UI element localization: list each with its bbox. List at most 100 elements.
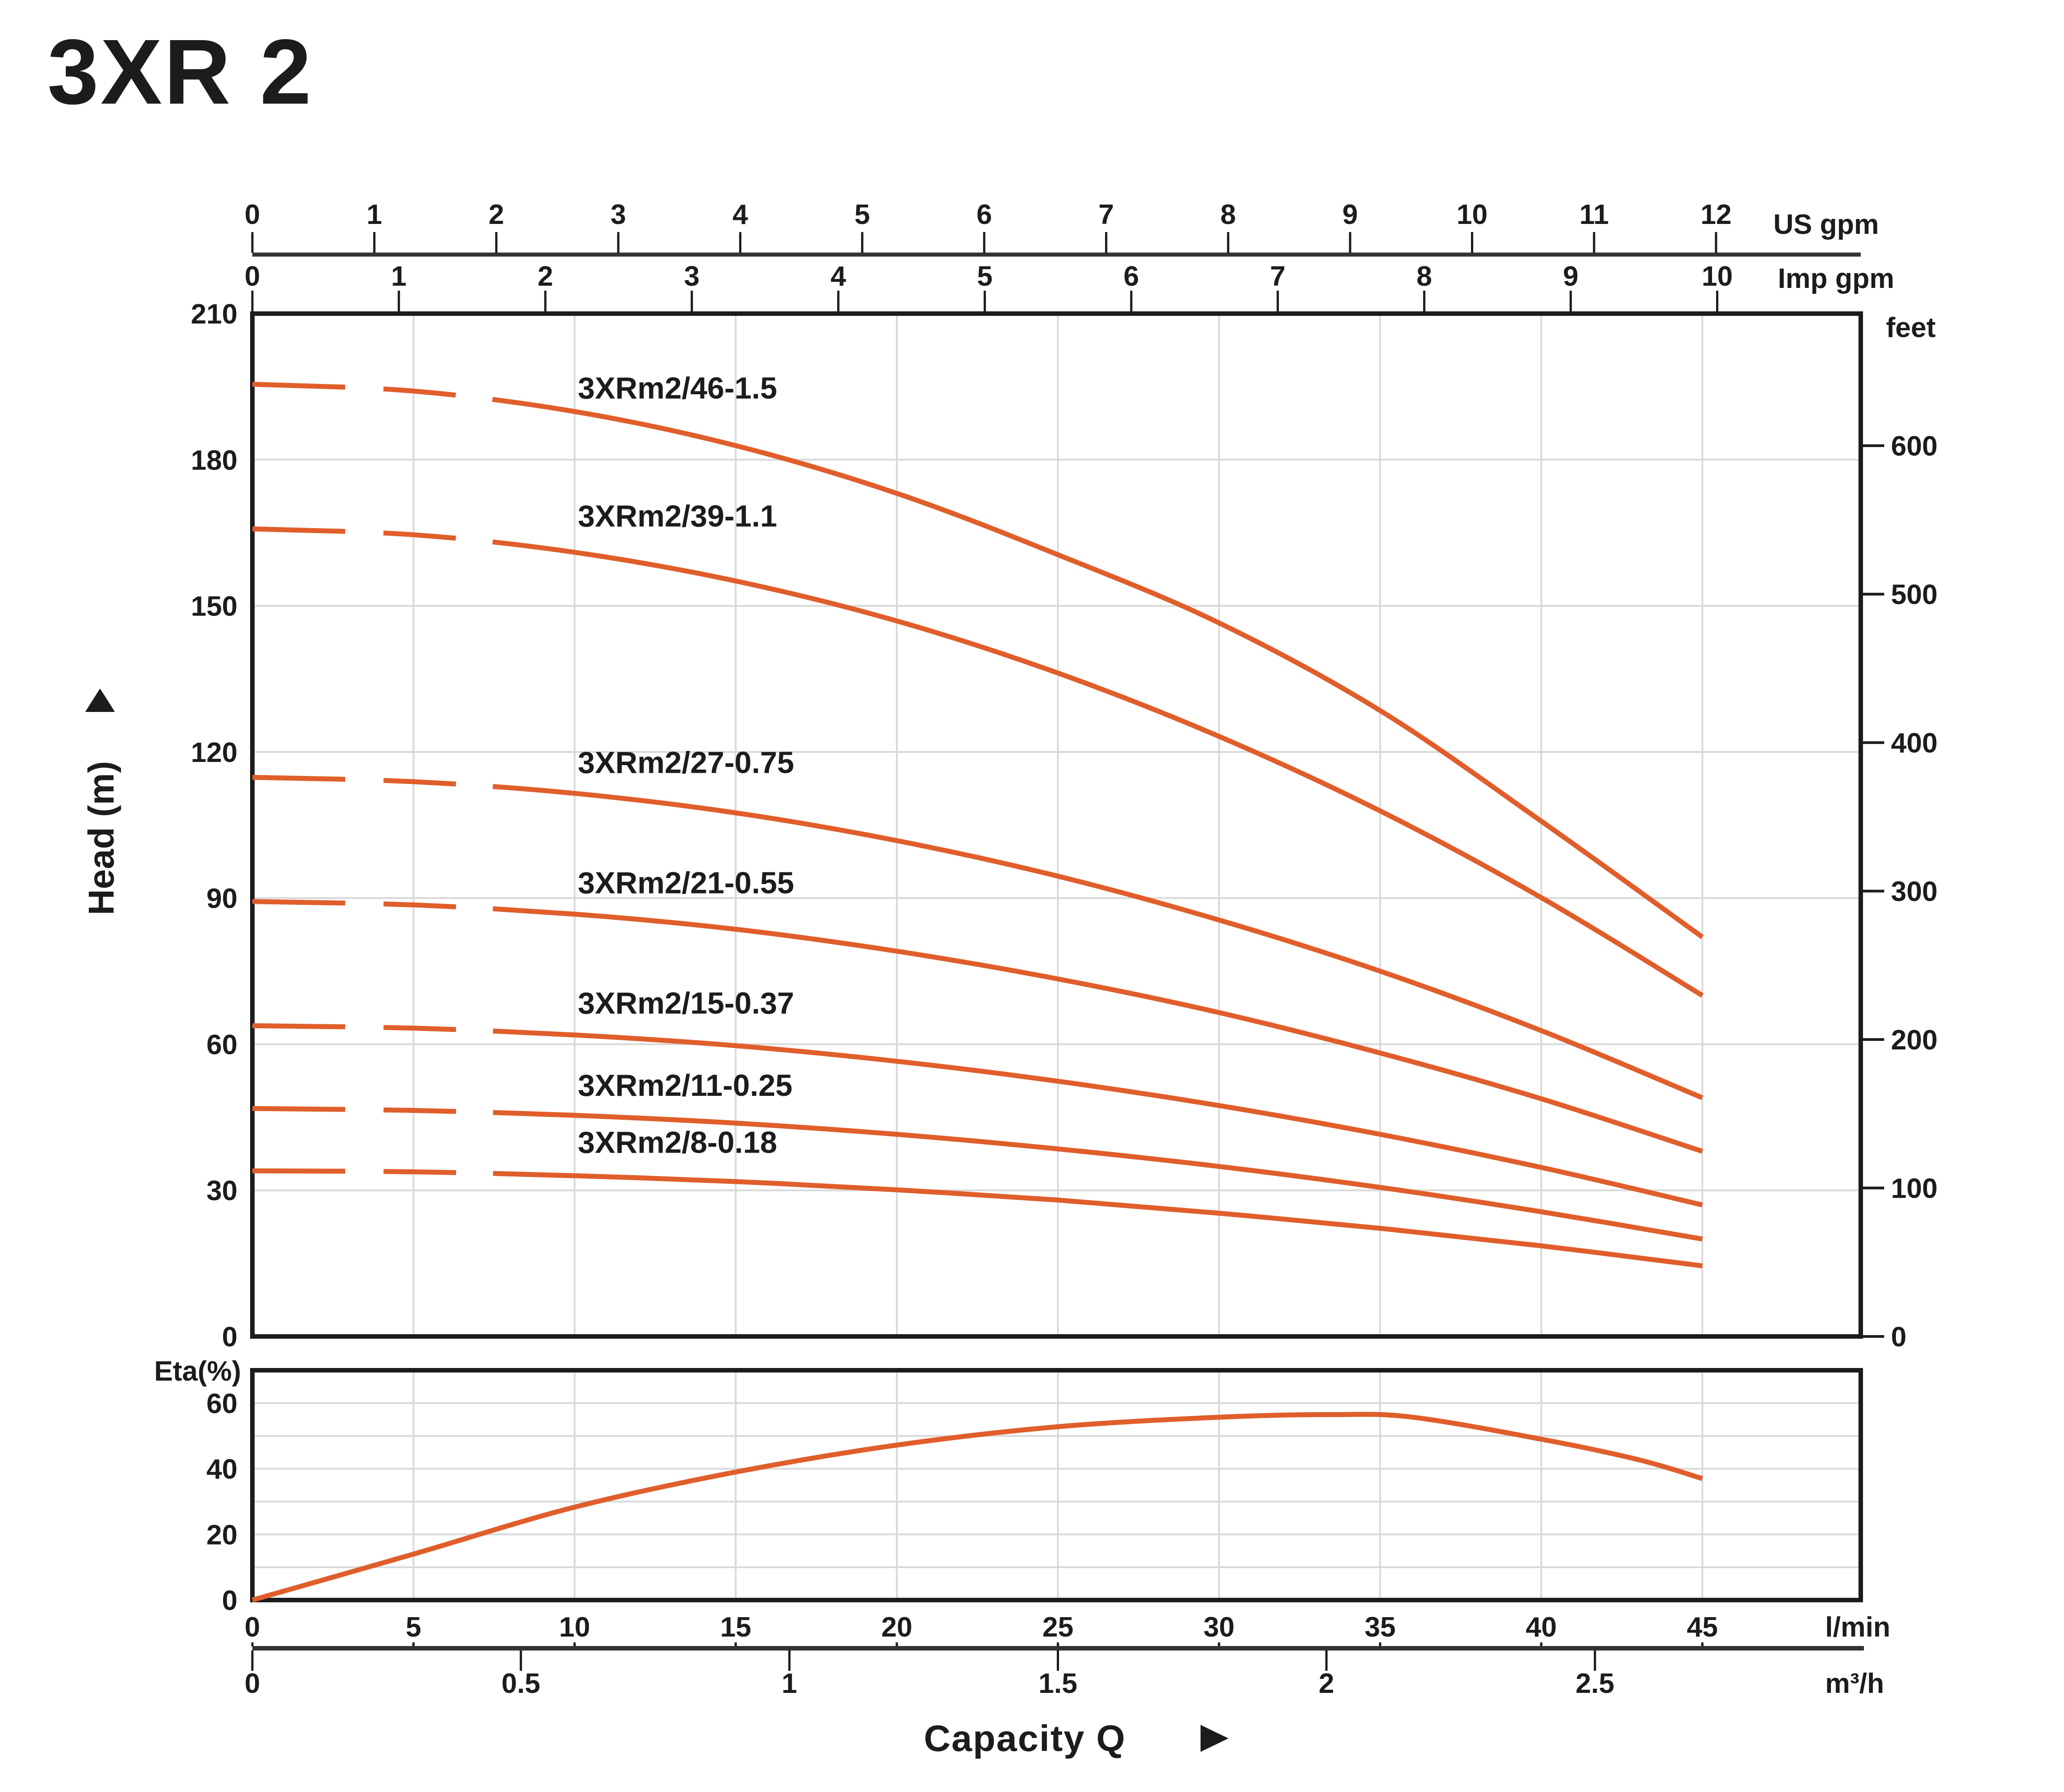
imp-gpm-tick-label: 0 (245, 261, 260, 292)
head-chart-frame (250, 311, 1863, 1339)
pump-curve-label: 3XRm2/15-0.37 (578, 986, 794, 1021)
eta-tick-label: 20 (206, 1519, 237, 1550)
eta-chart-gridlines (255, 1372, 1859, 1598)
imp-gpm-tick-label: 4 (831, 261, 846, 292)
lmin-tick-label: 45 (1687, 1612, 1718, 1643)
m3h-tick-label: 1.5 (1038, 1668, 1077, 1699)
us-gpm-tick-label: 0 (245, 199, 260, 230)
m3h-ticks: 0 0.5 1 1.5 2 2.5 (245, 1651, 1614, 1699)
feet-tick-label: 400 (1891, 728, 1937, 759)
head-axis-title: Head (m) (81, 761, 121, 915)
imp-gpm-tick-label: 9 (1563, 261, 1578, 292)
head-tick-label: 90 (206, 883, 237, 914)
us-gpm-tick-label: 3 (611, 199, 626, 230)
pump-curve-label: 3XRm2/11-0.25 (578, 1068, 792, 1103)
head-tick-label: 0 (222, 1322, 237, 1353)
us-gpm-tick-label: 9 (1343, 199, 1358, 230)
eta-chart: 0 20 40 60 Eta(%) (154, 1356, 1863, 1616)
lmin-tick-label: 10 (559, 1612, 590, 1643)
capacity-axis-title-group: Capacity Q (924, 1718, 1228, 1759)
us-gpm-tick-label: 8 (1220, 199, 1236, 230)
eta-axis-title: Eta(%) (154, 1356, 241, 1387)
head-tick-label: 60 (206, 1029, 237, 1060)
head-tick-label: 120 (191, 737, 237, 768)
feet-tick-label: 100 (1891, 1173, 1937, 1204)
head-tick-label: 30 (206, 1176, 237, 1207)
eta-curve (251, 1412, 1703, 1603)
imp-gpm-tick-label: 1 (391, 261, 406, 292)
feet-tick-label: 0 (1891, 1322, 1906, 1353)
pump-curve-labels: 3XRm2/46-1.5 3XRm2/39-1.1 3XRm2/27-0.75 3XR… (578, 371, 794, 1159)
pump-curve (252, 1023, 1703, 1208)
imp-gpm-ticks: 0 1 2 3 4 5 6 7 8 9 10 (245, 261, 1733, 312)
lmin-tick-label: 15 (720, 1612, 751, 1643)
m3h-tick-label: 0 (245, 1668, 260, 1699)
imp-gpm-tick-label: 8 (1416, 261, 1432, 292)
capacity-right-arrow-icon (1201, 1725, 1228, 1752)
pump-curve-label: 3XRm2/21-0.55 (578, 866, 794, 900)
us-gpm-tick-label: 10 (1457, 199, 1488, 230)
imp-gpm-tick-label: 6 (1123, 261, 1139, 292)
imp-gpm-unit-label: Imp gpm (1778, 263, 1894, 294)
lmin-tick-label: 35 (1365, 1612, 1396, 1643)
imp-gpm-tick-label: 3 (684, 261, 699, 292)
feet-tick-label: 600 (1891, 431, 1937, 462)
us-gpm-tick-label: 7 (1098, 199, 1114, 230)
pump-curve-label: 3XRm2/8-0.18 (578, 1126, 777, 1160)
feet-tick-label: 200 (1891, 1025, 1937, 1056)
m3h-unit-label: m³/h (1825, 1668, 1884, 1699)
pump-curve-label: 3XRm2/27-0.75 (578, 746, 794, 780)
us-gpm-tick-label: 1 (366, 199, 382, 230)
pump-curves (252, 382, 1704, 1268)
bottom-axes: 0 5 10 15 20 25 30 35 40 45 l/min 0 0.5 1 1.5 2 2.5 m³… (245, 1612, 1890, 1699)
pump-curve-label: 3XRm2/39-1.1 (578, 499, 777, 533)
feet-tick-label: 500 (1891, 579, 1937, 611)
us-gpm-tick-label: 12 (1700, 199, 1731, 230)
pump-curve (252, 899, 1703, 1154)
eta-tick-label: 40 (206, 1454, 237, 1485)
lmin-tick-label: 40 (1526, 1612, 1557, 1643)
eta-tick-label: 0 (222, 1585, 237, 1616)
us-gpm-tick-label: 6 (977, 199, 992, 230)
pump-curve (252, 775, 1703, 1100)
pump-curve (252, 1106, 1703, 1242)
eta-tick-label: 60 (206, 1388, 237, 1419)
us-gpm-tick-label: 4 (732, 199, 748, 230)
eta-axis-labels: 0 20 40 60 (206, 1388, 237, 1616)
feet-tick-label: 300 (1891, 876, 1937, 907)
lmin-tick-label: 5 (406, 1612, 421, 1643)
head-axis-up-arrow-icon (85, 689, 115, 712)
pump-curve (252, 1168, 1703, 1268)
capacity-axis-title: Capacity Q (924, 1718, 1126, 1759)
head-chart-gridlines (255, 316, 1859, 1334)
us-gpm-unit-label: US gpm (1773, 209, 1879, 240)
lmin-tick-label: 20 (881, 1612, 913, 1643)
feet-axis: 0 100 200 300 400 500 600 (1863, 431, 1937, 1353)
pump-curve (252, 382, 1704, 939)
head-tick-label: 210 (191, 299, 237, 330)
us-gpm-ticks: 0 1 2 3 4 5 6 7 8 9 10 11 12 (245, 199, 1731, 253)
us-gpm-tick-label: 2 (489, 199, 504, 230)
head-tick-label: 150 (191, 591, 237, 622)
eta-curve-group (251, 1412, 1703, 1603)
top-axes: 0 1 2 3 4 5 6 7 8 9 10 11 12 US gpm 0 1 2 3 4 5 6 7 8 9 10 Imp… (245, 199, 1894, 312)
pump-curve-label: 3XRm2/46-1.5 (578, 371, 777, 405)
head-axis-labels: 0 30 60 90 120 150 180 210 (191, 299, 237, 1353)
us-gpm-tick-label: 11 (1579, 199, 1609, 230)
m3h-tick-label: 2.5 (1575, 1668, 1614, 1699)
lmin-ticks: 0 5 10 15 20 25 30 35 40 45 (245, 1612, 1718, 1646)
us-gpm-tick-label: 5 (854, 199, 870, 230)
eta-chart-frame (250, 1368, 1863, 1602)
m3h-tick-label: 2 (1319, 1668, 1334, 1699)
page-title: 3XR 2 (47, 20, 313, 123)
pump-curve (252, 526, 1704, 998)
lmin-unit-label: l/min (1825, 1612, 1890, 1643)
lmin-tick-label: 0 (245, 1612, 260, 1643)
head-tick-label: 180 (191, 445, 237, 476)
m3h-tick-label: 1 (781, 1668, 797, 1699)
m3h-tick-label: 0.5 (502, 1668, 540, 1699)
feet-unit-label: feet (1886, 312, 1936, 343)
